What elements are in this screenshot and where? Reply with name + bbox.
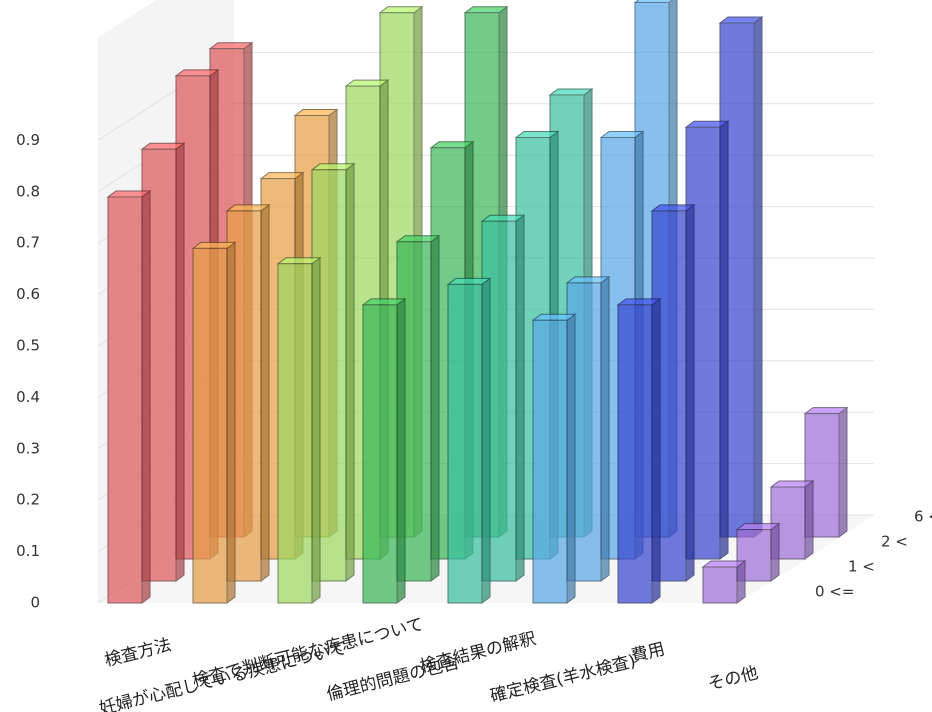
bar-side [736,560,746,604]
bar-side [651,297,661,604]
bar-side [838,406,848,538]
bar-side [141,189,151,604]
bar-top [650,204,696,212]
bar-top [429,141,475,149]
x-tick-label: 検査結果の解釈 [418,629,538,677]
depth-label: 1 < [848,558,875,576]
bar-top [803,407,849,415]
bar-side [770,522,780,582]
x-tick-label: 費用 [629,639,667,667]
bar-top [344,79,390,87]
bar [361,297,407,604]
bar-top [361,298,407,306]
bar-side [226,241,236,604]
bar-front [107,196,143,604]
bar-side [311,256,321,604]
bar [531,313,577,604]
bar-front [532,319,568,604]
bar-top [616,298,662,306]
depth-label: 6 < [914,508,932,526]
bar-side [260,203,270,582]
bar [106,189,152,604]
y-tick-label: 0.9 [16,131,40,149]
bar [616,297,662,604]
bar-side [804,480,814,560]
bar-top [463,6,509,14]
x-tick-label: 検査方法 [103,635,174,671]
bar-top [310,163,356,171]
bar-side [600,275,610,582]
y-tick-label: 0.6 [16,285,40,303]
bar-top [191,241,237,249]
bar-top [106,190,152,198]
bar [769,480,815,560]
bar-front [277,263,313,604]
bar-top [718,16,764,24]
bar-front [617,304,653,604]
bar-top [395,235,441,243]
bar-top [259,172,305,180]
bar-side [345,162,355,582]
bar-top [480,214,526,222]
bar-front [192,247,228,604]
y-tick-label: 0.5 [16,337,40,355]
bar-top [225,204,271,212]
bar [276,256,322,604]
bar-top [208,42,254,50]
bar-side [515,214,525,582]
bar-top [565,276,611,284]
y-tick-label: 0.2 [16,491,40,509]
y-tick-label: 0.4 [16,388,40,406]
bar-top [140,142,186,150]
bar-top [174,69,220,77]
bar-top [293,109,339,117]
y-tick-label: 0.1 [16,542,40,560]
bar-side [430,234,440,582]
bar-top [769,480,815,488]
bar-top [735,523,781,531]
depth-label: 0 <= [815,583,854,601]
bar-top [446,277,492,285]
bar-top [276,257,322,265]
bar-front [447,283,483,604]
bar-side [481,277,491,604]
bar-front [362,304,398,604]
bar-top [684,120,730,128]
bar-side [396,297,406,604]
y-tick-label: 0.3 [16,439,40,457]
y-tick-label: 0.8 [16,182,40,200]
bar [191,241,237,604]
bar [701,560,747,604]
bar-front [702,566,738,604]
bar [446,277,492,604]
x-tick-label: その他 [706,663,760,695]
bar-side [685,203,695,582]
y-tick-label: 0.7 [16,234,40,252]
bar-top [599,131,645,139]
bar-top [701,560,747,568]
bar-side [719,120,729,560]
bar-top [531,313,577,321]
bar-side [753,16,763,538]
bar-side [175,142,185,582]
bar-side [566,313,576,604]
y-tick-label: 0 [30,594,40,612]
x-tick-label: 確定検査(羊水検査) [488,651,638,707]
depth-label: 2 < [881,533,908,551]
bar-top [378,6,424,14]
bar-top [514,131,560,139]
bar-top [548,88,594,96]
